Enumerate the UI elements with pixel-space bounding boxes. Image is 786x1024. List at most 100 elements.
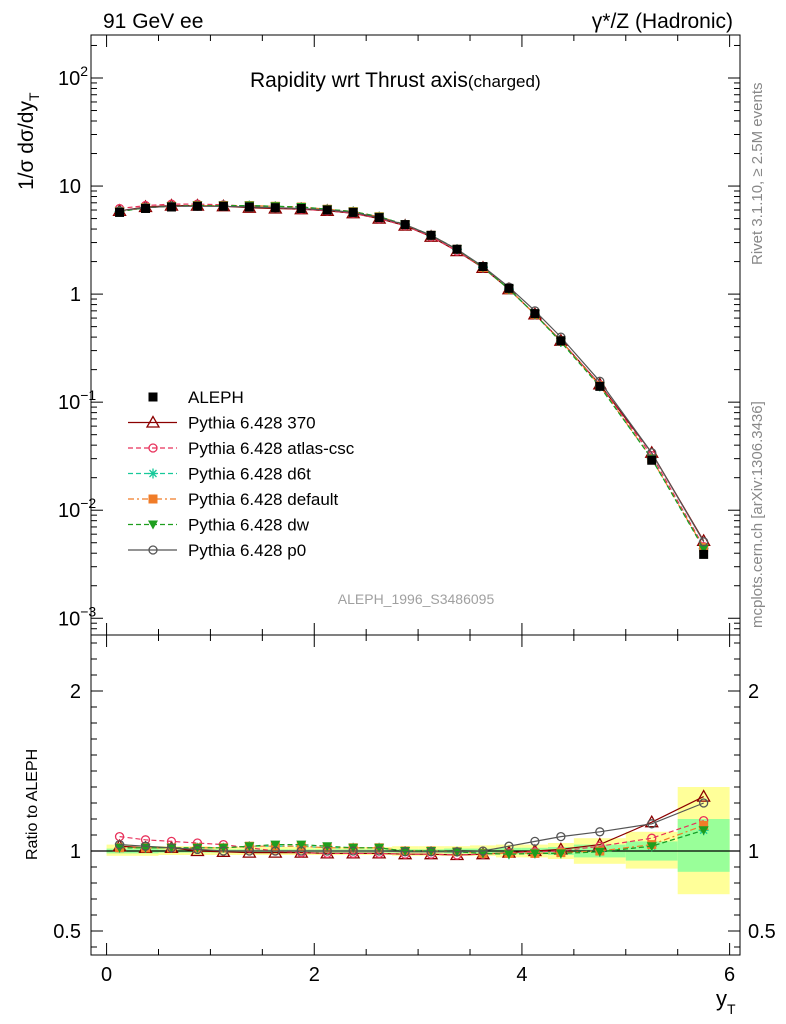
legend-label: Pythia 6.428 p0 [188,541,306,560]
main-aleph-point-12 [426,230,436,240]
legend-marker [148,494,158,504]
ratio-series-4-point-15 [503,850,514,860]
ratio-series-3-line [119,824,704,855]
legend-marker [148,392,158,402]
main-y-label: 1/σ dσ/dyT [15,92,42,190]
ratio-series-5-point-13 [452,847,462,857]
x-axis-label-sub: T [727,1001,736,1017]
x-tick-label: 4 [516,964,527,986]
x-tick-label: 2 [309,964,320,986]
legend-marker [145,415,161,428]
ratio-series-5-point-9 [348,846,358,856]
ratio-series-3-point-20 [699,820,709,830]
main-aleph-point-10 [374,213,384,223]
ratio-series-4-point-16 [529,849,540,859]
ratio-series-5-point-0 [114,839,125,850]
legend-entry-4: Pythia 6.428 default [128,490,339,509]
main-y-tick-exp: −1 [80,387,96,403]
legend-entry-5: Pythia 6.428 dw [128,516,310,535]
ratio-y-tick-label-right: 0.5 [748,921,776,943]
ratio-series-5-point-1 [140,841,151,851]
rivet-label: Rivet 3.1.10, ≥ 2.5M events [749,83,766,266]
x-tick-label: 6 [724,964,735,986]
ratio-series-0-point-5 [242,845,257,858]
main-aleph-point-19 [647,455,657,465]
legend-entry-3: Pythia 6.428 d6t [128,465,311,484]
legend-label: Pythia 6.428 d6t [188,465,311,484]
main-aleph-point-16 [530,309,540,319]
ratio-y-tick-label-right: 2 [748,681,759,703]
ratio-x-axis: 0 2 4 6 [101,635,735,986]
main-series-aleph [115,201,709,559]
legend-marker [148,468,158,479]
main-y-tick-exp: −2 [80,495,96,511]
ratio-panel: 0.5 0.5 1 1 2 2 0 2 4 6 Ratio to ALEPH yT [24,634,776,1017]
main-aleph-point-14 [478,262,488,272]
ratio-series-5-point-5 [244,846,255,856]
ratio-series-5-point-11 [400,847,410,857]
ratio-data-layer [91,789,740,861]
main-series-4-point-20 [698,544,709,554]
ratio-series-5-point-18 [595,827,605,837]
ratio-series-0-point-6 [268,845,283,858]
main-aleph-point-20 [699,549,709,559]
ratio-series-4-point-18 [594,847,605,857]
main-x-ticks [106,35,731,635]
x-tick-label: 0 [101,964,112,986]
legend-marker [148,443,158,453]
main-aleph-point-8 [322,205,332,215]
legend-marker [148,545,158,555]
ratio-y-tick-label-right: 1 [748,841,759,863]
main-y-tick-exp: 2 [80,63,88,79]
main-aleph-point-11 [400,220,410,230]
ratio-series-0-point-20 [696,789,711,802]
ratio-series-5-point-6 [270,846,280,856]
main-title-suffix: (charged) [468,72,541,91]
main-aleph-point-5 [244,202,254,212]
main-title: Rapidity wrt Thrust axis(charged) [250,69,541,92]
main-data-layer [112,198,711,559]
main-aleph-point-1 [141,203,151,213]
ratio-y-tick-label: 1 [70,841,81,863]
main-series-5-point-20 [699,537,709,547]
legend-entry-1: Pythia 6.428 370 [128,414,316,433]
ratio-series-4-point-20 [698,826,709,836]
ratio-series-5-line [119,802,704,853]
legend-marker [148,520,158,530]
ratio-series-5-point-20 [699,798,709,808]
main-aleph-point-3 [192,201,202,211]
ratio-series-5-point-17 [556,831,566,842]
ratio-series-4-point-17 [555,849,566,859]
legend-label: Pythia 6.428 370 [188,414,316,433]
ratio-series-5-point-10 [374,846,384,856]
main-aleph-point-15 [504,283,514,293]
main-aleph-point-7 [296,203,306,213]
ratio-series-4-point-7 [296,840,307,850]
ratio-series-4-point-6 [270,840,281,850]
main-aleph-point-18 [595,381,605,391]
ratio-series-5-point-7 [296,846,306,856]
main-aleph-point-9 [348,207,358,217]
legend-entry-0: ALEPH [148,388,244,407]
main-y-tick-label: 102 [58,63,88,90]
ratio-series-5-point-15 [504,841,514,851]
legend-entry-6: Pythia 6.428 p0 [128,541,306,560]
ratio-y-tick-label: 0.5 [53,921,81,943]
ratio-series-4-point-4 [218,843,229,853]
ratio-series-5-point-16 [530,836,540,847]
main-aleph-point-4 [218,201,228,211]
main-series-3-line [119,205,705,549]
ratio-y-axis: 0.5 0.5 1 1 2 2 [53,642,776,948]
header-right: γ*/Z (Hadronic) [592,10,733,33]
ratio-series-4-point-19 [646,842,657,852]
main-y-tick-exp: −3 [80,603,96,619]
main-aleph-point-13 [452,244,462,254]
main-aleph-point-0 [115,207,125,217]
watermark: ALEPH_1996_S3486095 [338,591,495,607]
ratio-y-tick-label: 2 [70,681,81,703]
x-axis-label: yT [716,986,736,1017]
legend-label: ALEPH [188,388,244,407]
legend-label: Pythia 6.428 dw [188,516,310,535]
